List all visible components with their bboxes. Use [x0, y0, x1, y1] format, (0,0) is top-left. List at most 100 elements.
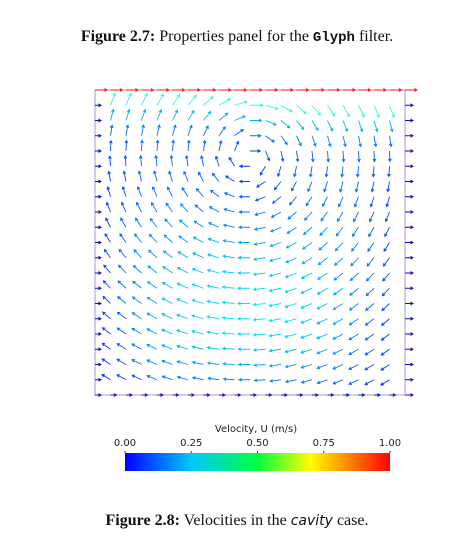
glyph — [296, 135, 302, 147]
glyph — [234, 128, 245, 137]
glyph — [234, 140, 240, 152]
glyph — [268, 272, 282, 278]
glyph — [389, 120, 394, 133]
glyph — [327, 135, 332, 148]
glyph — [268, 287, 282, 293]
glyph — [146, 343, 158, 350]
glyph — [265, 135, 276, 143]
glyph — [365, 287, 375, 297]
glyph — [146, 359, 158, 365]
glyph — [177, 251, 189, 259]
glyph — [333, 272, 344, 281]
glyph — [95, 316, 102, 321]
glyph — [364, 348, 375, 356]
glyph — [302, 242, 313, 250]
glyph — [300, 303, 313, 309]
glyph — [120, 217, 127, 228]
glyph — [405, 240, 414, 245]
glyph — [95, 164, 102, 169]
glyph — [358, 88, 372, 92]
glyph — [268, 303, 282, 308]
glyph — [364, 379, 375, 386]
glyph — [238, 210, 250, 214]
glyph — [284, 272, 297, 279]
glyph — [214, 155, 220, 167]
glyph — [265, 120, 277, 126]
glyph — [162, 266, 173, 274]
glyph — [148, 233, 158, 243]
glyph — [169, 154, 174, 167]
glyph — [288, 196, 297, 206]
glyph — [405, 332, 414, 336]
glyph — [165, 202, 173, 213]
glyph — [132, 264, 142, 274]
glyph — [295, 150, 300, 163]
glyph — [157, 393, 164, 397]
glyph — [252, 272, 266, 277]
colorbar-title: Velocity, U (m/s) — [215, 424, 297, 435]
glyph — [365, 303, 375, 311]
glyph — [154, 154, 159, 167]
glyph — [110, 88, 124, 92]
glyph — [223, 207, 235, 213]
glyph — [101, 358, 111, 365]
glyph — [366, 257, 375, 267]
glyph — [341, 150, 346, 163]
glyph — [381, 287, 390, 297]
glyph — [218, 112, 229, 121]
glyph — [105, 201, 111, 213]
glyph — [208, 206, 220, 213]
glyph — [161, 359, 173, 365]
glyph — [342, 120, 349, 133]
glyph — [206, 315, 220, 320]
glyph — [327, 393, 335, 397]
glyph — [405, 88, 418, 92]
glyph — [206, 268, 220, 274]
glyph — [373, 120, 379, 133]
glyph — [405, 393, 414, 397]
glyph — [219, 88, 232, 92]
glyph — [252, 348, 266, 352]
glyph — [382, 257, 390, 267]
glyph — [150, 201, 158, 213]
glyph — [191, 267, 204, 274]
glyph — [254, 211, 266, 217]
glyph — [311, 104, 321, 116]
glyph — [176, 282, 189, 289]
glyph — [405, 194, 414, 199]
glyph — [307, 181, 313, 193]
glyph — [252, 332, 266, 337]
glyph — [206, 284, 220, 289]
glyph — [253, 257, 266, 261]
glyph — [192, 252, 204, 259]
glyph — [237, 286, 250, 291]
glyph — [308, 166, 313, 178]
glyph — [389, 105, 395, 119]
glyph — [200, 155, 204, 167]
glyph — [311, 120, 319, 132]
glyph — [191, 376, 204, 381]
glyph — [252, 287, 266, 292]
glyph — [250, 88, 263, 92]
glyph — [172, 109, 179, 121]
glyph — [172, 393, 180, 397]
glyph — [271, 196, 282, 204]
colorbar-tick-label: 0.00 — [114, 438, 136, 449]
glyph — [342, 105, 350, 118]
glyph — [281, 88, 294, 92]
glyph — [348, 364, 359, 370]
caption-top: Figure 2.7: Properties panel for the Gly… — [0, 28, 474, 46]
glyph — [270, 211, 282, 218]
glyph — [254, 196, 266, 202]
glyph — [228, 156, 235, 167]
glyph — [332, 348, 344, 355]
glyph — [146, 312, 158, 320]
glyph — [102, 295, 111, 304]
glyph — [380, 333, 390, 341]
glyph — [310, 150, 315, 163]
glyph — [146, 281, 158, 289]
glyph — [103, 248, 111, 259]
glyph — [156, 108, 163, 121]
glyph — [339, 181, 344, 193]
glyph — [178, 219, 189, 228]
